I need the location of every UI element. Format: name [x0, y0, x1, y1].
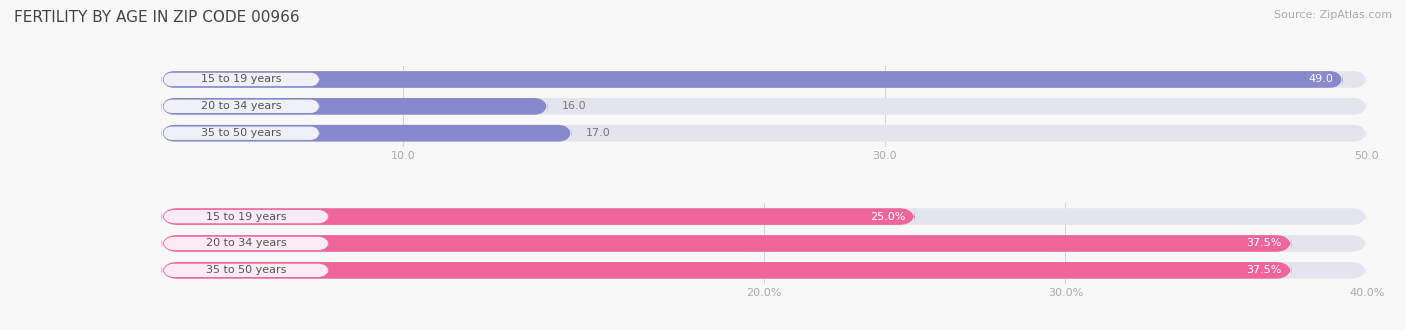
FancyBboxPatch shape — [163, 264, 329, 277]
FancyBboxPatch shape — [162, 235, 1291, 252]
FancyBboxPatch shape — [162, 262, 1291, 279]
FancyBboxPatch shape — [163, 73, 319, 86]
FancyBboxPatch shape — [162, 98, 547, 115]
FancyBboxPatch shape — [163, 210, 329, 223]
Text: 16.0: 16.0 — [562, 101, 586, 111]
Text: 15 to 19 years: 15 to 19 years — [205, 212, 287, 221]
FancyBboxPatch shape — [163, 100, 319, 113]
FancyBboxPatch shape — [162, 235, 1367, 252]
Text: 49.0: 49.0 — [1308, 75, 1333, 84]
FancyBboxPatch shape — [162, 125, 1367, 142]
FancyBboxPatch shape — [163, 237, 329, 250]
FancyBboxPatch shape — [163, 126, 319, 140]
Text: FERTILITY BY AGE IN ZIP CODE 00966: FERTILITY BY AGE IN ZIP CODE 00966 — [14, 10, 299, 25]
Text: Source: ZipAtlas.com: Source: ZipAtlas.com — [1274, 10, 1392, 20]
FancyBboxPatch shape — [162, 208, 1367, 225]
FancyBboxPatch shape — [162, 262, 1367, 279]
FancyBboxPatch shape — [162, 208, 915, 225]
Text: 20 to 34 years: 20 to 34 years — [201, 101, 281, 111]
FancyBboxPatch shape — [162, 71, 1343, 88]
FancyBboxPatch shape — [162, 71, 1367, 88]
Text: 15 to 19 years: 15 to 19 years — [201, 75, 281, 84]
Text: 37.5%: 37.5% — [1246, 265, 1282, 275]
Text: 35 to 50 years: 35 to 50 years — [205, 265, 287, 275]
Text: 17.0: 17.0 — [586, 128, 610, 138]
Text: 20 to 34 years: 20 to 34 years — [205, 239, 287, 248]
Text: 37.5%: 37.5% — [1246, 239, 1282, 248]
FancyBboxPatch shape — [162, 98, 1367, 115]
Text: 35 to 50 years: 35 to 50 years — [201, 128, 281, 138]
FancyBboxPatch shape — [162, 125, 571, 142]
Text: 25.0%: 25.0% — [870, 212, 905, 221]
